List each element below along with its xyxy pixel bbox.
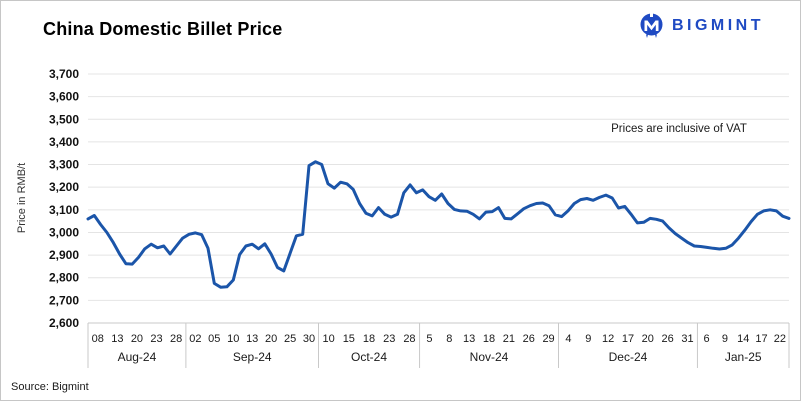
x-tick-label: 05 (208, 333, 220, 345)
y-tick-label: 3,700 (49, 67, 79, 81)
x-tick-label: 20 (265, 333, 277, 345)
x-tick-label: 02 (189, 333, 201, 345)
x-tick-label: 14 (737, 333, 749, 345)
page-title: China Domestic Billet Price (43, 19, 283, 39)
y-tick-label: 3,300 (49, 158, 79, 172)
x-tick-label: 4 (565, 333, 571, 345)
y-tick-label: 2,900 (49, 248, 79, 262)
x-tick-label: 22 (774, 333, 786, 345)
x-tick-label: 18 (483, 333, 495, 345)
x-tick-label: 26 (662, 333, 674, 345)
source-note: Source: Bigmint (11, 381, 89, 393)
x-tick-label: 23 (150, 333, 162, 345)
y-tick-label: 2,700 (49, 293, 79, 307)
bigmint-logo-text: BIGMINT (671, 16, 764, 34)
price-line (86, 160, 791, 289)
y-tick-label: 3,200 (49, 180, 79, 194)
bigmint-logo: BIGMINT (638, 12, 764, 39)
x-tick-label: 25 (284, 333, 296, 345)
y-tick-label: 2,600 (49, 316, 79, 330)
y-axis-title: Price in RMB/t (16, 163, 28, 233)
y-tick-label: 3,400 (49, 135, 79, 149)
x-tick-label: 20 (131, 333, 143, 345)
x-tick-label: 30 (303, 333, 315, 345)
y-tick-label: 2,800 (49, 271, 79, 285)
x-tick-label: 12 (602, 333, 614, 345)
x-tick-label: 28 (170, 333, 182, 345)
y-tick-label: 3,100 (49, 203, 79, 217)
x-tick-label: 31 (681, 333, 693, 345)
x-tick-label: 13 (111, 333, 123, 345)
month-label: Dec-24 (609, 350, 648, 364)
x-tick-label: 13 (246, 333, 258, 345)
x-tick-label: 17 (755, 333, 767, 345)
y-tick-label: 3,500 (49, 112, 79, 126)
month-label: Aug-24 (118, 350, 157, 364)
vat-annotation: Prices are inclusive of VAT (611, 123, 747, 135)
month-label: Jan-25 (725, 350, 762, 364)
x-tick-label: 10 (322, 333, 334, 345)
x-tick-label: 17 (622, 333, 634, 345)
x-tick-label: 9 (722, 333, 728, 345)
x-tick-label: 20 (642, 333, 654, 345)
y-tick-label: 3,600 (49, 90, 79, 104)
month-label: Sep-24 (233, 350, 272, 364)
x-tick-label: 6 (704, 333, 710, 345)
x-tick-label: 08 (92, 333, 104, 345)
x-tick-label: 21 (503, 333, 515, 345)
x-tick-label: 10 (227, 333, 239, 345)
x-tick-label: 18 (363, 333, 375, 345)
x-tick-label: 13 (463, 333, 475, 345)
x-tick-label: 23 (383, 333, 395, 345)
x-tick-label: 8 (446, 333, 452, 345)
x-tick-label: 26 (523, 333, 535, 345)
x-tick-label: 5 (426, 333, 432, 345)
x-tick-label: 15 (343, 333, 355, 345)
month-label: Oct-24 (351, 350, 387, 364)
y-tick-label: 3,000 (49, 225, 79, 239)
x-tick-label: 28 (403, 333, 415, 345)
x-tick-label: 9 (585, 333, 591, 345)
month-label: Nov-24 (470, 350, 509, 364)
x-tick-label: 29 (542, 333, 554, 345)
bigmint-logo-icon (640, 13, 663, 38)
